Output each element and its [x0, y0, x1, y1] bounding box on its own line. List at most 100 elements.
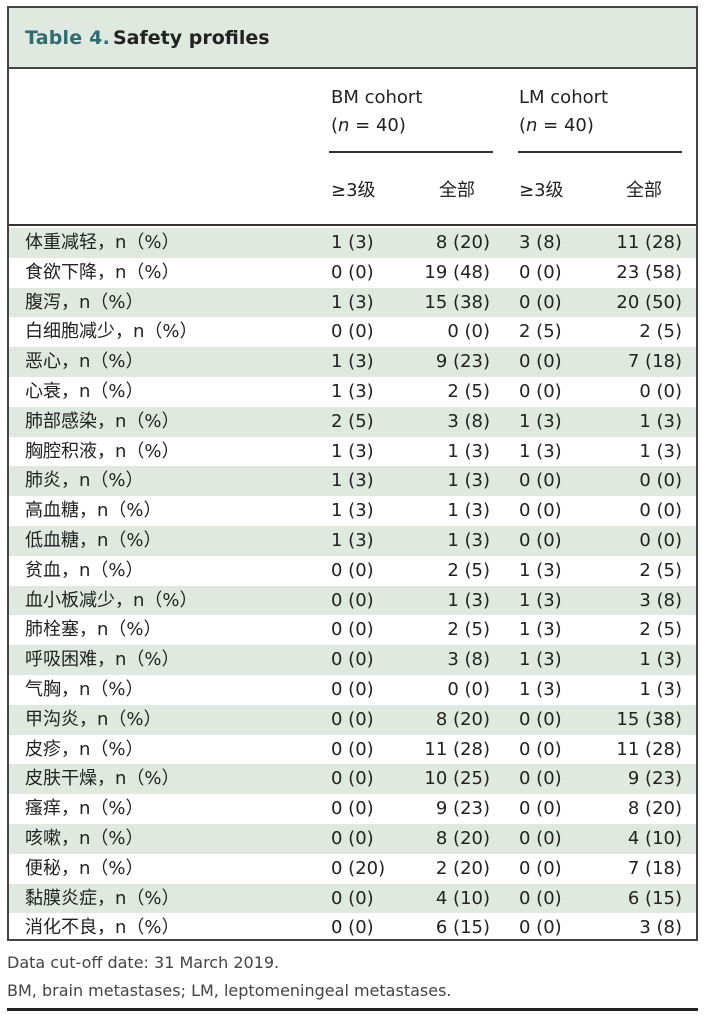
bm-grade3-cell: 1 (3)	[331, 380, 374, 402]
row-label: 咳嗽，n（%）	[25, 827, 144, 849]
row-label: 食欲下降，n（%）	[25, 261, 180, 283]
lm-grade3-cell: 1 (3)	[519, 410, 562, 432]
row-label: 皮疹，n（%）	[25, 738, 144, 760]
lm-all-cell: 0 (0)	[639, 380, 682, 402]
lm-all-cell: 7 (18)	[627, 351, 682, 373]
header-rule	[9, 224, 696, 226]
bm-all-cell: 2 (20)	[435, 857, 490, 879]
bm-all-cell: 2 (5)	[447, 559, 490, 581]
bm-grade3-cell: 0 (0)	[331, 917, 374, 939]
lm-all-cell: 2 (5)	[639, 321, 682, 343]
table-row: 咳嗽，n（%） 0 (0) 8 (20) 0 (0) 4 (10)	[9, 823, 696, 854]
bm-grade3-cell: 0 (0)	[331, 321, 374, 343]
lm-all-cell: 1 (3)	[639, 678, 682, 700]
row-label: 瘙痒，n（%）	[25, 798, 144, 820]
lm-grade3-cell: 0 (0)	[519, 917, 562, 939]
row-label: 血小板减少，n（%）	[25, 589, 198, 611]
bm-all-cell: 15 (38)	[424, 291, 490, 313]
lm-cohort-rule	[518, 151, 682, 153]
table-row: 肺部感染，n（%） 2 (5) 3 (8) 1 (3) 1 (3)	[9, 406, 696, 437]
bm-grade3-cell: 0 (0)	[331, 589, 374, 611]
bm-grade3-cell: 0 (0)	[331, 649, 374, 671]
table-body: 体重减轻，n（%） 1 (3) 8 (20) 3 (8) 11 (28) 食欲下降，n（%…	[9, 228, 696, 943]
bm-all-cell: 0 (0)	[447, 678, 490, 700]
bm-grade3-cell: 0 (0)	[331, 619, 374, 641]
row-label: 皮肤干燥，n（%）	[25, 768, 180, 790]
table-row: 甲沟炎，n（%） 0 (0) 8 (20) 0 (0) 15 (38)	[9, 704, 696, 735]
bm-grade3-cell: 0 (0)	[331, 798, 374, 820]
row-label: 气胸，n（%）	[25, 678, 144, 700]
table-row: 皮肤干燥，n（%） 0 (0) 10 (25) 0 (0) 9 (23)	[9, 764, 696, 795]
bm-all-cell: 1 (3)	[447, 589, 490, 611]
bm-grade3-cell: 0 (0)	[331, 261, 374, 283]
row-label: 甲沟炎，n（%）	[25, 708, 162, 730]
lm-all-header: 全部	[626, 180, 662, 201]
lm-all-cell: 11 (28)	[616, 738, 682, 760]
bm-cohort-rule	[329, 151, 493, 153]
bm-grade3-cell: 0 (0)	[331, 559, 374, 581]
bm-all-cell: 2 (5)	[447, 619, 490, 641]
row-label: 胸腔积液，n（%）	[25, 440, 180, 462]
lm-all-cell: 7 (18)	[627, 857, 682, 879]
lm-cohort-name: LM cohort	[519, 87, 609, 108]
table-title-bar: Table 4. Safety profiles	[9, 8, 696, 69]
lm-all-cell: 15 (38)	[616, 708, 682, 730]
lm-grade3-cell: 2 (5)	[519, 321, 562, 343]
lm-all-cell: 3 (8)	[639, 589, 682, 611]
table-row: 食欲下降，n（%） 0 (0) 19 (48) 0 (0) 23 (58)	[9, 258, 696, 288]
bm-cohort-header: BM cohort (n = 40)	[331, 84, 422, 140]
lm-grade3-cell: 1 (3)	[519, 649, 562, 671]
lm-all-cell: 0 (0)	[639, 470, 682, 492]
bm-all-cell: 3 (8)	[447, 410, 490, 432]
bm-all-cell: 10 (25)	[424, 768, 490, 790]
bm-grade3-cell: 2 (5)	[331, 410, 374, 432]
lm-grade3-cell: 0 (0)	[519, 380, 562, 402]
bm-grade3-cell: 1 (3)	[331, 470, 374, 492]
table-number: Table 4.	[25, 27, 110, 49]
lm-all-cell: 9 (23)	[627, 768, 682, 790]
bm-grade3-cell: 1 (3)	[331, 232, 374, 253]
table-row: 瘙痒，n（%） 0 (0) 9 (23) 0 (0) 8 (20)	[9, 794, 696, 824]
table-row: 肺栓塞，n（%） 0 (0) 2 (5) 1 (3) 2 (5)	[9, 615, 696, 645]
bm-all-cell: 0 (0)	[447, 321, 490, 343]
lm-all-cell: 23 (58)	[616, 261, 682, 283]
table-row: 血小板减少，n（%） 0 (0) 1 (3) 1 (3) 3 (8)	[9, 585, 696, 616]
bm-grade3-cell: 1 (3)	[331, 440, 374, 462]
footnote-abbreviations: BM, brain metastases; LM, leptomeningeal…	[7, 981, 452, 1000]
row-label: 消化不良，n（%）	[25, 917, 180, 939]
lm-all-cell: 1 (3)	[639, 440, 682, 462]
table-row: 便秘，n（%） 0 (20) 2 (20) 0 (0) 7 (18)	[9, 854, 696, 884]
bm-all-cell: 8 (20)	[435, 827, 490, 849]
bm-grade3-cell: 0 (0)	[331, 827, 374, 849]
lm-grade3-cell: 0 (0)	[519, 887, 562, 909]
lm-all-cell: 1 (3)	[639, 410, 682, 432]
lm-grade3-cell: 0 (0)	[519, 827, 562, 849]
bm-all-cell: 8 (20)	[435, 232, 490, 253]
lm-grade3-cell: 0 (0)	[519, 857, 562, 879]
lm-cohort-header: LM cohort (n = 40)	[519, 84, 608, 140]
bm-all-cell: 6 (15)	[435, 917, 490, 939]
table-row: 低血糖，n（%） 1 (3) 1 (3) 0 (0) 0 (0)	[9, 525, 696, 556]
lm-all-cell: 0 (0)	[639, 529, 682, 551]
bm-all-cell: 1 (3)	[447, 500, 490, 522]
row-label: 高血糖，n（%）	[25, 500, 162, 522]
bm-all-header: 全部	[439, 180, 475, 201]
bm-all-cell: 2 (5)	[447, 380, 490, 402]
bm-grade3-cell: 1 (3)	[331, 351, 374, 373]
bm-all-cell: 9 (23)	[435, 351, 490, 373]
bm-grade3-cell: 1 (3)	[331, 291, 374, 313]
row-label: 呼吸困难，n（%）	[25, 649, 180, 671]
bm-all-cell: 8 (20)	[435, 708, 490, 730]
table-row: 气胸，n（%） 0 (0) 0 (0) 1 (3) 1 (3)	[9, 675, 696, 705]
row-label: 肺炎，n（%）	[25, 470, 144, 492]
bm-all-cell: 1 (3)	[447, 529, 490, 551]
row-label: 肺部感染，n（%）	[25, 410, 180, 432]
bm-cohort-n: (n = 40)	[331, 115, 406, 136]
row-label: 肺栓塞，n（%）	[25, 619, 162, 641]
row-label: 低血糖，n（%）	[25, 529, 162, 551]
table-row: 皮疹，n（%） 0 (0) 11 (28) 0 (0) 11 (28)	[9, 735, 696, 765]
bm-all-cell: 3 (8)	[447, 649, 490, 671]
lm-all-cell: 11 (28)	[616, 232, 682, 253]
lm-all-cell: 2 (5)	[639, 559, 682, 581]
lm-grade3-cell: 0 (0)	[519, 470, 562, 492]
